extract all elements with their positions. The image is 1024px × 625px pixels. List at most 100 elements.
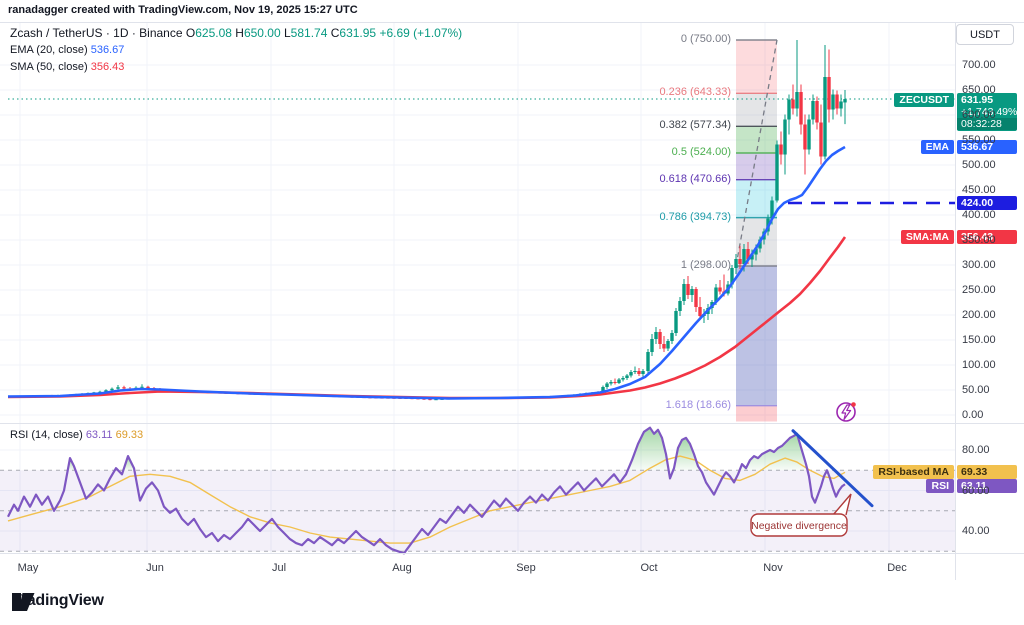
candle-body <box>658 332 662 344</box>
ohlc-high-label: H <box>235 26 244 40</box>
candle-body <box>146 386 150 388</box>
candle-body <box>670 333 674 341</box>
rsi-ma-tag[interactable]: RSI-based MA <box>873 465 954 479</box>
main-legend[interactable]: Zcash / TetherUS · 1D · Binance O625.08 … <box>10 25 462 76</box>
ema-legend-row[interactable]: EMA (20, close) 536.67 <box>10 42 462 59</box>
price-tick-label: 350.00 <box>962 234 996 246</box>
watermark-attribution: ranadagger created with TradingView.com,… <box>8 4 358 16</box>
fib-band[interactable] <box>736 405 777 422</box>
candle-body <box>823 77 827 157</box>
rsi-title: RSI (14, close) <box>10 429 83 441</box>
fib-level-label: 1 (298.00) <box>680 259 731 271</box>
callout-tail-edge <box>832 493 852 516</box>
lightning-icon[interactable] <box>836 402 856 422</box>
rsi-tick-label: 80.00 <box>962 444 990 456</box>
candle-body <box>140 386 144 388</box>
ohlc-low-label: L <box>283 26 291 40</box>
candle-body <box>698 307 702 316</box>
candle-body <box>605 383 609 387</box>
last-price-box: 631.95 +1,743.49% 08:32:28 <box>957 93 1017 131</box>
candle-body <box>738 259 742 264</box>
price-tick-label: 400.00 <box>962 209 996 221</box>
fib-level-label: 0 (750.00) <box>680 33 731 45</box>
candle-body <box>666 341 670 349</box>
fib-band[interactable] <box>736 153 777 180</box>
ema-line <box>7 145 846 400</box>
fib-level-label: 0.618 (470.66) <box>659 172 731 185</box>
fib-level-label: 0.236 (643.33) <box>659 86 731 99</box>
candle-body <box>650 339 654 352</box>
chart-canvas[interactable]: Negative divergence <box>0 0 1024 580</box>
time-axis-month-label: May <box>17 562 39 574</box>
candle-body <box>799 92 803 125</box>
candle-body <box>625 375 629 378</box>
fib-band[interactable] <box>736 93 777 127</box>
ohlc-low-value: 581.74 <box>290 26 328 40</box>
ema-price-box: 536.67 <box>957 140 1017 154</box>
rsi-value-box: 63.11 <box>957 479 1017 493</box>
candle-body <box>110 388 114 391</box>
rsi-overbought-fill <box>627 427 669 471</box>
price-tick-label: 500.00 <box>962 159 996 171</box>
tradingview-logo[interactable]: TradingView <box>12 592 104 611</box>
level-424-box: 424.00 <box>957 196 1017 210</box>
candle-body <box>819 122 823 157</box>
candle-body <box>750 254 754 260</box>
candle-body <box>637 371 641 374</box>
tradingview-logo-icon <box>12 593 35 611</box>
candle-body <box>674 311 678 333</box>
ema-label: EMA (20, close) <box>10 44 88 56</box>
rsi-legend-row[interactable]: RSI (14, close) 63.11 69.33 <box>10 429 143 441</box>
price-tick-label: 150.00 <box>962 334 996 346</box>
symbol-price-tag[interactable]: ZECUSDT <box>894 93 954 107</box>
candle-body <box>633 371 637 372</box>
candle-body <box>662 344 666 349</box>
symbol-legend-row[interactable]: Zcash / TetherUS · 1D · Binance O625.08 … <box>10 25 462 42</box>
candle-body <box>641 371 645 374</box>
price-tick-label: 450.00 <box>962 184 996 196</box>
rsi-line <box>7 426 846 555</box>
symbol-title[interactable]: Zcash / TetherUS · 1D · Binance <box>10 26 183 40</box>
rsi-tick-label: 60.00 <box>962 484 990 497</box>
rsi-tick-label: 40.00 <box>962 525 990 537</box>
candle-body <box>730 268 734 285</box>
ema-price-tag[interactable]: EMA <box>920 140 954 154</box>
ohlc-open-value: 625.08 <box>195 26 232 40</box>
fib-band[interactable] <box>736 266 777 406</box>
sma-price-tag[interactable]: SMA:MA <box>900 230 954 244</box>
candle-body <box>434 399 438 401</box>
rsi-overbought-fill <box>123 456 135 471</box>
price-tick-label: 550.00 <box>962 134 996 146</box>
fib-band[interactable] <box>736 40 777 94</box>
last-price: 631.95 <box>961 94 994 106</box>
candle-body <box>428 399 432 401</box>
fib-trendline[interactable] <box>735 39 778 267</box>
fib-level-label: 0.786 (394.73) <box>659 210 731 223</box>
divergence-trendline[interactable] <box>791 429 874 508</box>
candle-body <box>775 144 779 201</box>
rsi-tag[interactable]: RSI <box>926 479 954 493</box>
candle-body <box>116 387 120 389</box>
candle-body <box>787 99 791 120</box>
rsi-ma-value: 69.33 <box>115 429 144 441</box>
candle-body <box>746 249 750 260</box>
currency-button[interactable]: USDT <box>956 24 1014 45</box>
ohlc-close-label: C <box>330 26 340 40</box>
time-axis-month-label: Sep <box>516 562 536 574</box>
candle-body <box>122 387 126 389</box>
candle-body <box>646 352 650 371</box>
candle-body <box>811 101 815 120</box>
candle-body <box>694 289 698 307</box>
callout-tail-edge <box>845 493 852 516</box>
candle-body <box>742 249 746 264</box>
candle-body <box>609 382 613 384</box>
ohlc-high-value: 650.00 <box>243 26 281 40</box>
price-tick-label: 650.00 <box>962 84 996 96</box>
sma-legend-row[interactable]: SMA (50, close) 356.43 <box>10 59 462 76</box>
fib-band[interactable] <box>736 126 777 153</box>
fib-band[interactable] <box>736 179 777 218</box>
sma-price-box: 356.43 <box>957 230 1017 244</box>
candle-body <box>617 379 621 383</box>
negative-divergence-callout[interactable] <box>750 513 848 537</box>
